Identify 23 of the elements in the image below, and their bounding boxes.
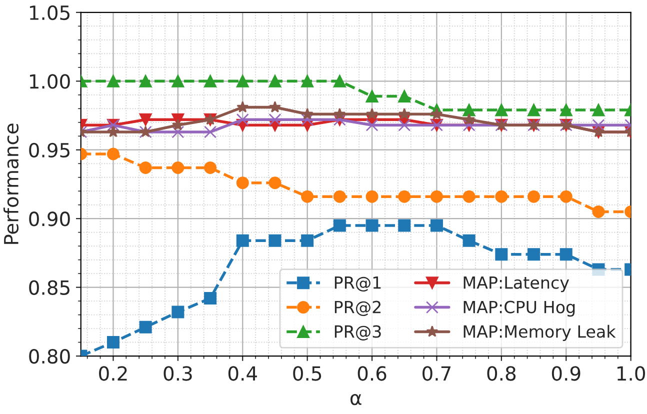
legend-label: PR@3 <box>334 325 381 340</box>
y-tick-label: 1.05 <box>30 5 70 20</box>
y-axis-title: Performance <box>3 124 19 244</box>
x-tick-label: 0.9 <box>552 366 580 381</box>
x-tick-label: 0.2 <box>99 366 127 381</box>
y-tick-label: 0.90 <box>29 212 70 226</box>
y-tick-label: 0.85 <box>29 280 70 295</box>
x-tick-label: 0.7 <box>422 366 451 381</box>
legend-label: MAP:Memory Leak <box>464 324 616 342</box>
x-tick-label: 0.3 <box>164 366 192 381</box>
y-tick-label: 1.00 <box>30 74 70 89</box>
legend-label: PR@2 <box>334 300 381 316</box>
x-tick-label: 0.4 <box>228 366 257 381</box>
x-tick-label: 0.6 <box>358 366 386 381</box>
y-tick-label: 0.95 <box>29 142 70 158</box>
x-tick-label: 0.5 <box>293 366 322 381</box>
x-tick-label: 0.8 <box>487 366 516 381</box>
legend-label: MAP:Latency <box>464 276 570 292</box>
y-tick-label: 0.80 <box>29 348 70 364</box>
legend-label: MAP:CPU Hog <box>464 300 575 317</box>
legend-label: PR@1 <box>334 276 381 292</box>
x-tick-label: 1.0 <box>618 366 645 381</box>
x-axis-title: α <box>350 394 362 406</box>
